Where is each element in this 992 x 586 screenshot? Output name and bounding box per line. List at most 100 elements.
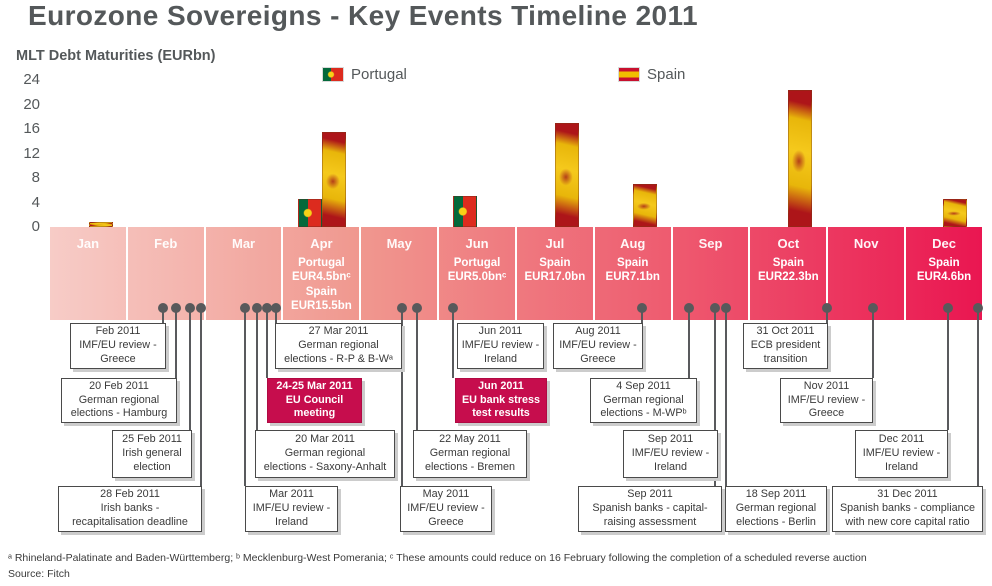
bar-spain-aug [632, 183, 657, 227]
event-box-7: 24-25 Mar 2011 EU Council meeting [267, 378, 362, 423]
event-box-10: Nov 2011 IMF/EU review - Greece [780, 378, 873, 423]
connector-dot [158, 303, 168, 313]
bar-spain-dec [943, 198, 968, 227]
event-box-16: 28 Feb 2011 Irish banks - recapitalisati… [58, 486, 202, 532]
month-cell-sep: Sep [673, 227, 751, 320]
month-label: Jun [465, 236, 489, 251]
bar-portugal-apr [297, 199, 322, 227]
month-note: Spain EUR4.6bn [916, 257, 972, 284]
month-cell-oct: Oct Spain EUR22.3bn [750, 227, 829, 320]
axis-title: MLT Debt Maturities (EURbn) [16, 48, 216, 64]
month-cell-apr: Apr Portugal EUR4.5bnᶜ Spain EUR15.5bn [283, 227, 362, 320]
connector-line [200, 308, 202, 486]
connector-dot [271, 303, 281, 313]
event-box-13: 22 May 2011 German regional elections - … [413, 430, 527, 478]
connector-line [275, 308, 277, 323]
y-axis-tick: 0 [31, 218, 40, 235]
connector-line [189, 308, 191, 430]
connector-dot [684, 303, 694, 313]
event-box-4: Aug 2011 IMF/EU review - Greece [553, 323, 643, 369]
month-note: Spain EUR17.0bn [524, 257, 586, 284]
month-label: Apr [310, 236, 333, 251]
connector-line [641, 308, 643, 323]
y-axis-tick: 8 [31, 169, 40, 186]
bar-spain-apr [321, 132, 346, 227]
connector-dot [710, 303, 720, 313]
bar-spain-oct [787, 90, 812, 227]
month-label: May [386, 236, 412, 251]
connector-dot [240, 303, 250, 313]
connector-dot [412, 303, 422, 313]
connector-dot [637, 303, 647, 313]
connector-dot [252, 303, 262, 313]
event-box-5: 31 Oct 2011 ECB president transition [743, 323, 828, 369]
event-box-20: 18 Sep 2011 German regional elections - … [725, 486, 827, 532]
event-box-11: 25 Feb 2011 Irish general election [112, 430, 192, 478]
month-label: Nov [853, 236, 879, 251]
connector-line [977, 308, 979, 486]
month-cell-aug: Aug Spain EUR7.1bn [595, 227, 673, 320]
footnote: ᵃ Rhineland-Palatinate and Baden-Württem… [8, 552, 867, 564]
connector-dot [721, 303, 731, 313]
y-axis-tick: 20 [23, 95, 40, 113]
event-box-21: 31 Dec 2011 Spanish banks - compliance w… [832, 486, 983, 532]
month-label: Oct [777, 236, 800, 251]
connector-line [162, 308, 164, 323]
legend-item-portugal: Portugal [323, 66, 407, 83]
month-note: Spain EUR7.1bn [605, 257, 660, 284]
event-box-17: Mar 2011 IMF/EU review - Ireland [245, 486, 338, 532]
connector-line [175, 308, 177, 378]
page-title: Eurozone Sovereigns - Key Events Timelin… [28, 0, 698, 31]
event-box-2: 27 Mar 2011 German regional elections - … [275, 323, 402, 369]
connector-line [725, 308, 727, 486]
month-label: Mar [232, 236, 256, 251]
connector-dot [262, 303, 272, 313]
connector-dot [171, 303, 181, 313]
source: Source: Fitch [8, 568, 70, 580]
month-cell-mar: Mar [206, 227, 284, 320]
connector-dot [822, 303, 832, 313]
event-box-15: Dec 2011 IMF/EU review - Ireland [855, 430, 948, 478]
month-cell-jul: Jul Spain EUR17.0bn [517, 227, 595, 320]
connector-line [947, 308, 949, 430]
connector-line [714, 308, 716, 486]
portugal-flag-icon [323, 68, 343, 81]
event-box-19: Sep 2011 Spanish banks - capital- raisin… [578, 486, 722, 532]
spain-flag-icon [619, 68, 639, 81]
connector-line [452, 308, 454, 378]
bar-spain-jul [554, 122, 579, 227]
connector-dot [973, 303, 983, 313]
connector-dot [943, 303, 953, 313]
connector-line [244, 308, 246, 486]
connector-line [416, 308, 418, 430]
month-label: Feb [154, 236, 178, 251]
connector-line [266, 308, 268, 378]
y-axis-tick: 4 [31, 193, 40, 211]
month-note: Portugal EUR5.0bnᶜ [447, 257, 507, 284]
month-cell-dec: Dec Spain EUR4.6bn [906, 227, 982, 320]
month-label: Sep [698, 236, 723, 251]
event-box-12: 20 Mar 2011 German regional elections - … [255, 430, 395, 478]
connector-dot [185, 303, 195, 313]
event-box-3: Jun 2011 IMF/EU review - Ireland [457, 323, 544, 369]
event-box-9: 4 Sep 2011 German regional elections - M… [590, 378, 697, 423]
connector-dot [196, 303, 206, 313]
month-label: Jul [545, 236, 565, 251]
connector-line [826, 308, 828, 323]
month-label: Dec [932, 236, 956, 251]
event-box-8: Jun 2011 EU bank stress test results [455, 378, 547, 423]
event-box-6: 20 Feb 2011 German regional elections - … [61, 378, 177, 423]
month-cell-jun: Jun Portugal EUR5.0bnᶜ [439, 227, 517, 320]
connector-line [401, 308, 403, 486]
y-axis-tick: 24 [23, 71, 40, 88]
event-box-14: Sep 2011 IMF/EU review - Ireland [623, 430, 718, 478]
legend-item-spain: Spain [619, 66, 685, 83]
legend-label-spain: Spain [647, 66, 686, 83]
event-box-1: Feb 2011 IMF/EU review - Greece [70, 323, 166, 369]
y-axis-tick: 16 [23, 120, 40, 137]
legend-label-portugal: Portugal [351, 66, 407, 83]
connector-dot [448, 303, 458, 313]
month-cell-feb: Feb [128, 227, 206, 320]
connector-dot [397, 303, 407, 313]
